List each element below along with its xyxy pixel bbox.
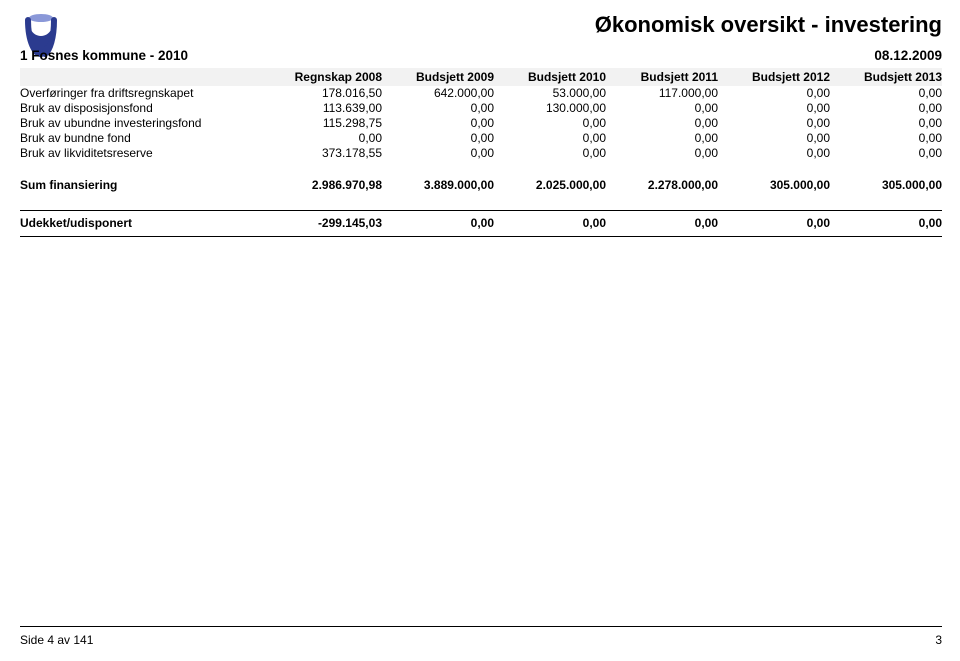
table-row: Bruk av ubundne investeringsfond 115.298… bbox=[20, 116, 942, 131]
cell: 0,00 bbox=[496, 146, 606, 161]
cell: 53.000,00 bbox=[496, 86, 606, 101]
cell: 178.016,50 bbox=[272, 86, 382, 101]
row-label: Bruk av disposisjonsfond bbox=[20, 101, 280, 116]
footer-right: 3 bbox=[935, 633, 942, 647]
sum-cell: 3.889.000,00 bbox=[384, 178, 494, 192]
cell: 373.178,55 bbox=[272, 146, 382, 161]
sum-cell: 305.000,00 bbox=[832, 178, 942, 192]
cell: 0,00 bbox=[272, 131, 382, 146]
cell: 0,00 bbox=[496, 131, 606, 146]
page-title: Økonomisk oversikt - investering bbox=[595, 12, 942, 38]
cell: 0,00 bbox=[720, 86, 830, 101]
row-label: Overføringer fra driftsregnskapet bbox=[20, 86, 280, 101]
udekket-cell: 0,00 bbox=[608, 216, 718, 230]
row-label: Bruk av ubundne investeringsfond bbox=[20, 116, 280, 131]
col-header: Budsjett 2012 bbox=[720, 70, 830, 84]
cell: 117.000,00 bbox=[608, 86, 718, 101]
cell: 642.000,00 bbox=[384, 86, 494, 101]
footer-rule bbox=[20, 626, 942, 627]
cell: 0,00 bbox=[832, 131, 942, 146]
footer-left: Side 4 av 141 bbox=[20, 633, 93, 647]
sum-cell: 305.000,00 bbox=[720, 178, 830, 192]
sum-cell: 2.278.000,00 bbox=[608, 178, 718, 192]
col-header: Budsjett 2011 bbox=[608, 70, 718, 84]
cell: 0,00 bbox=[384, 116, 494, 131]
cell: 0,00 bbox=[608, 131, 718, 146]
subheader-left: 1 Fosnes kommune - 2010 bbox=[20, 48, 188, 63]
cell: 113.639,00 bbox=[272, 101, 382, 116]
cell: 115.298,75 bbox=[272, 116, 382, 131]
cell: 0,00 bbox=[384, 131, 494, 146]
cell: 0,00 bbox=[608, 146, 718, 161]
cell: 0,00 bbox=[720, 101, 830, 116]
udekket-cell: 0,00 bbox=[384, 216, 494, 230]
subheader: 1 Fosnes kommune - 2010 08.12.2009 bbox=[20, 48, 942, 63]
cell: 0,00 bbox=[608, 101, 718, 116]
col-header: Regnskap 2008 bbox=[272, 70, 382, 84]
col-header: Budsjett 2013 bbox=[832, 70, 942, 84]
col-header: Budsjett 2010 bbox=[496, 70, 606, 84]
row-label: Bruk av likviditetsreserve bbox=[20, 146, 280, 161]
udekket-cell: -299.145,03 bbox=[272, 216, 382, 230]
sum-cell: 2.025.000,00 bbox=[496, 178, 606, 192]
sum-label: Sum finansiering bbox=[20, 178, 280, 192]
cell: 0,00 bbox=[384, 146, 494, 161]
udekket-cell: 0,00 bbox=[832, 216, 942, 230]
cell: 0,00 bbox=[608, 116, 718, 131]
rule-bottom bbox=[20, 236, 942, 237]
udekket-label: Udekket/udisponert bbox=[20, 216, 280, 230]
cell: 0,00 bbox=[384, 101, 494, 116]
sum-row: Sum finansiering 2.986.970,98 3.889.000,… bbox=[20, 178, 942, 196]
table-row: Overføringer fra driftsregnskapet 178.01… bbox=[20, 86, 942, 101]
table-row: Bruk av bundne fond 0,00 0,00 0,00 0,00 … bbox=[20, 131, 942, 146]
table-row: Bruk av disposisjonsfond 113.639,00 0,00… bbox=[20, 101, 942, 116]
udekket-cell: 0,00 bbox=[720, 216, 830, 230]
cell: 0,00 bbox=[496, 116, 606, 131]
cell: 0,00 bbox=[832, 116, 942, 131]
table-row: Bruk av likviditetsreserve 373.178,55 0,… bbox=[20, 146, 942, 161]
cell: 130.000,00 bbox=[496, 101, 606, 116]
cell: 0,00 bbox=[720, 131, 830, 146]
cell: 0,00 bbox=[832, 86, 942, 101]
col-header: Budsjett 2009 bbox=[384, 70, 494, 84]
udekket-cell: 0,00 bbox=[496, 216, 606, 230]
rule-top bbox=[20, 210, 942, 211]
table-body: Overføringer fra driftsregnskapet 178.01… bbox=[20, 86, 942, 161]
cell: 0,00 bbox=[832, 146, 942, 161]
udekket-row: Udekket/udisponert -299.145,03 0,00 0,00… bbox=[20, 216, 942, 234]
row-label: Bruk av bundne fond bbox=[20, 131, 280, 146]
sum-cell: 2.986.970,98 bbox=[272, 178, 382, 192]
column-headers: Regnskap 2008 Budsjett 2009 Budsjett 201… bbox=[20, 68, 942, 86]
subheader-right: 08.12.2009 bbox=[874, 48, 942, 63]
cell: 0,00 bbox=[720, 146, 830, 161]
cell: 0,00 bbox=[832, 101, 942, 116]
cell: 0,00 bbox=[720, 116, 830, 131]
